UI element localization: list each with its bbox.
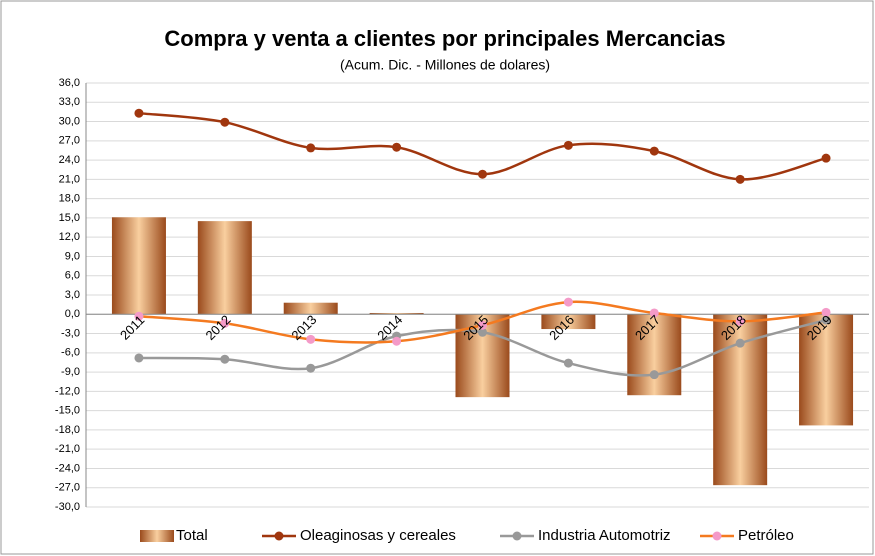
marker [392, 336, 402, 346]
legend-label: Oleaginosas y cereales [300, 527, 456, 544]
marker [478, 327, 487, 337]
y-tick-label: 12,0 [59, 231, 80, 243]
y-tick-label: 33,0 [59, 96, 80, 108]
marker [649, 370, 659, 380]
y-tick-label: 6,0 [65, 270, 80, 282]
y-tick-label: -24,0 [55, 462, 80, 474]
legend-label: Industria Automotriz [538, 527, 671, 544]
bar [541, 314, 596, 330]
marker [563, 297, 573, 307]
legend-marker [512, 531, 522, 541]
marker [134, 311, 144, 321]
bar [799, 314, 854, 426]
marker [821, 153, 831, 163]
y-tick-label: 9,0 [65, 250, 80, 262]
marker [306, 143, 316, 153]
y-tick-label: 0,0 [65, 308, 80, 320]
legend-label: Total [176, 527, 208, 544]
marker [220, 318, 230, 328]
y-tick-label: -3,0 [61, 327, 80, 339]
y-tick-label: 15,0 [59, 212, 80, 224]
marker [392, 142, 402, 152]
y-tick-label: -18,0 [55, 424, 80, 436]
marker [735, 174, 745, 184]
y-tick-label: 21,0 [59, 173, 80, 185]
legend-marker [712, 531, 722, 541]
marker [563, 140, 573, 150]
marker [821, 307, 831, 317]
marker [220, 354, 230, 364]
y-tick-label: -27,0 [55, 482, 80, 494]
y-tick-label: 24,0 [59, 154, 80, 166]
marker [306, 363, 316, 373]
bar [369, 312, 424, 315]
marker [821, 315, 831, 325]
y-tick-label: 3,0 [65, 289, 80, 301]
legend-label: Petróleo [738, 527, 794, 544]
marker [134, 108, 144, 118]
marker [649, 146, 659, 156]
chart-subtitle: (Acum. Dic. - Millones de dolares) [340, 57, 550, 73]
marker [306, 334, 316, 344]
y-tick-label: -30,0 [55, 501, 80, 513]
y-tick-label: -9,0 [61, 366, 80, 378]
marker [649, 308, 659, 318]
marker [735, 316, 745, 326]
y-tick-label: -6,0 [61, 347, 80, 359]
marker [563, 358, 573, 368]
chart-title: Compra y venta a clientes por principale… [164, 26, 725, 51]
bar [627, 314, 682, 396]
marker [478, 320, 487, 330]
y-tick-label: 30,0 [59, 115, 80, 127]
y-tick-label: -21,0 [55, 443, 80, 455]
y-tick-label: -12,0 [55, 385, 80, 397]
marker [220, 117, 230, 127]
y-tick-label: 18,0 [59, 193, 80, 205]
bar [111, 217, 166, 315]
legend-swatch [140, 530, 174, 542]
legend-marker [274, 531, 284, 541]
bar [283, 302, 338, 315]
y-tick-label: 36,0 [59, 77, 80, 89]
marker [735, 338, 745, 348]
y-tick-label: 27,0 [59, 135, 80, 147]
marker [478, 169, 487, 179]
y-tick-label: -15,0 [55, 405, 80, 417]
bar [197, 221, 252, 315]
marker [134, 353, 144, 363]
